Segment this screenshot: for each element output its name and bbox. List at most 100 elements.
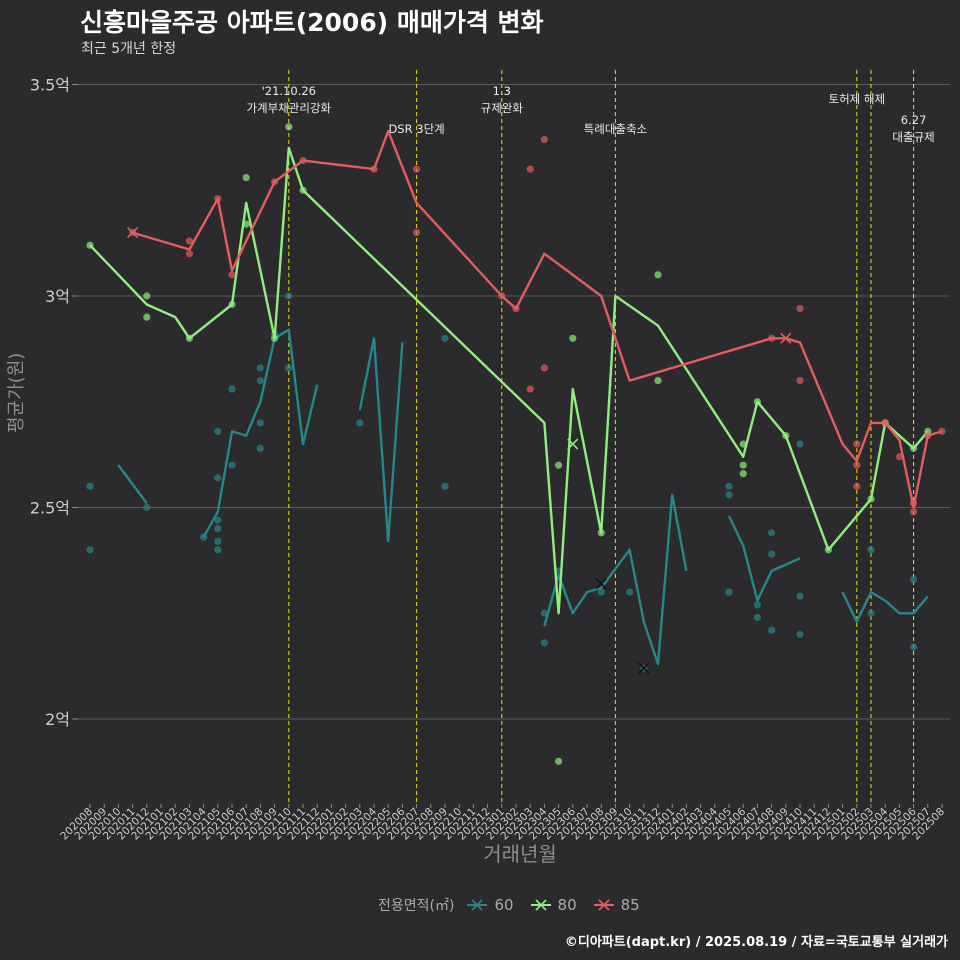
- data-point-60: [796, 630, 804, 639]
- data-point-80: [739, 461, 747, 469]
- data-point-80: [555, 461, 563, 469]
- data-point-60: [143, 503, 151, 512]
- data-point-85: [796, 377, 804, 385]
- legend-item-85[interactable]: 85: [593, 896, 640, 914]
- legend-key-cross: [598, 899, 610, 911]
- data-point-85: [910, 508, 918, 516]
- series-line-85: [132, 129, 943, 509]
- data-point-60: [214, 474, 222, 482]
- data-point-85: [185, 250, 193, 258]
- data-point-60: [796, 592, 804, 600]
- data-point-60: [214, 427, 222, 435]
- data-point-60: [256, 419, 264, 427]
- legend-label-80: 80: [557, 896, 577, 914]
- cross-marker-60: [595, 578, 607, 590]
- data-point-80: [569, 334, 577, 342]
- data-point-60: [86, 482, 94, 490]
- data-point-80: [555, 757, 563, 765]
- data-point-60: [796, 440, 804, 448]
- data-point-85: [413, 165, 421, 173]
- data-point-60: [441, 334, 449, 342]
- data-point-85: [853, 482, 861, 490]
- y-tick-label: 3.5억: [30, 76, 70, 95]
- legend-key-cross: [534, 899, 547, 911]
- data-point-60: [214, 525, 222, 533]
- data-point-80: [654, 271, 662, 279]
- data-point-80: [242, 173, 250, 182]
- series-line-60: [727, 515, 801, 602]
- policy-event-label: 토허제 해제: [829, 92, 886, 106]
- legend-key-cross: [471, 899, 484, 911]
- series-line-60: [117, 464, 148, 505]
- data-point-60: [228, 461, 236, 469]
- data-point-85: [853, 440, 861, 448]
- data-point-60: [256, 377, 264, 385]
- chart-subtitle: 최근 5개년 한정: [81, 41, 177, 57]
- legend-key-85-icon: [593, 899, 614, 911]
- data-point-85: [853, 461, 861, 469]
- data-point-60: [867, 609, 875, 617]
- legend-key-80-icon: [530, 899, 551, 911]
- data-point-80: [739, 470, 747, 478]
- data-point-85: [185, 237, 193, 245]
- data-point-80: [654, 377, 662, 385]
- data-point-85: [540, 135, 549, 144]
- source-caption: ©디아파트(dapt.kr) / 2025.08.19 / 자료=국토교통부 실…: [564, 935, 948, 950]
- data-point-60: [768, 550, 776, 558]
- series-line-60: [841, 590, 929, 623]
- cross-marker-80: [567, 438, 579, 450]
- policy-event-label: 6.27: [901, 113, 927, 127]
- series-line-60: [202, 328, 319, 538]
- data-point-60: [753, 601, 762, 609]
- data-point-60: [214, 537, 222, 545]
- data-point-60: [285, 292, 293, 300]
- data-point-60: [626, 588, 634, 596]
- data-point-60: [597, 588, 605, 596]
- data-point-60: [725, 491, 733, 499]
- legend-item-60[interactable]: 60: [466, 896, 514, 914]
- policy-event-label: 1.3: [493, 84, 511, 98]
- y-tick-label: 2억: [45, 710, 70, 729]
- legend-title: 전용면적(㎡): [378, 898, 455, 914]
- data-point-60: [228, 385, 236, 393]
- data-point-80: [143, 292, 151, 300]
- data-point-60: [910, 643, 918, 651]
- policy-event-label: '21.10.26: [262, 84, 316, 98]
- legend-label-85: 85: [620, 896, 640, 914]
- cross-marker-60: [638, 662, 650, 674]
- policy-event-label: DSR 3단계: [388, 122, 444, 136]
- chart-title: 신흥마을주공 아파트(2006) 매매가격 변화: [80, 8, 544, 37]
- data-point-85: [413, 228, 421, 237]
- legend-label-60: 60: [494, 896, 514, 914]
- data-point-60: [256, 444, 264, 452]
- y-tick-label: 2.5억: [30, 499, 70, 518]
- series-line-80: [89, 146, 929, 615]
- legend: 전용면적(㎡) 60 80 85: [378, 895, 650, 915]
- data-point-60: [441, 482, 449, 490]
- data-point-60: [214, 516, 222, 524]
- data-point-60: [753, 613, 762, 622]
- legend-key-60-icon: [467, 899, 488, 911]
- data-point-85: [540, 364, 549, 372]
- data-point-60: [768, 529, 776, 537]
- legend-item-80[interactable]: 80: [530, 896, 577, 914]
- policy-event-label: 대출규제: [892, 130, 934, 144]
- data-point-60: [214, 546, 222, 554]
- data-point-80: [143, 313, 151, 321]
- data-point-60: [256, 364, 264, 372]
- data-point-60: [86, 546, 94, 554]
- policy-event-label: 규제완화: [481, 101, 524, 115]
- x-axis-label: 거래년월: [483, 842, 557, 866]
- data-point-85: [895, 453, 904, 461]
- series-line-60: [543, 493, 688, 666]
- data-point-85: [228, 271, 236, 279]
- cross-marker-85: [780, 332, 792, 344]
- series-line-60: [358, 337, 404, 543]
- policy-event-label: 가계부채관리강화: [246, 101, 331, 115]
- data-point-60: [768, 626, 776, 634]
- data-point-60: [867, 546, 875, 554]
- data-point-85: [796, 305, 804, 313]
- y-tick-label: 3억: [45, 287, 70, 306]
